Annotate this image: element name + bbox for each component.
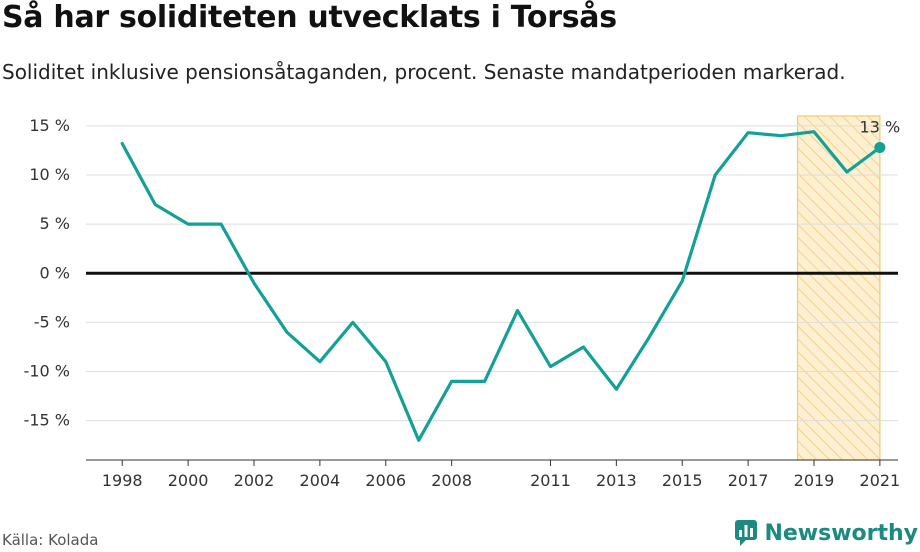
chart-subtitle: Soliditet inklusive pensionsåtaganden, p… bbox=[2, 60, 846, 84]
y-tick-label: -5 % bbox=[34, 312, 70, 331]
x-tick-label: 2002 bbox=[234, 471, 275, 490]
newsworthy-logo: Newsworthy bbox=[734, 518, 918, 548]
series-line bbox=[120, 130, 882, 442]
x-tick-label: 2006 bbox=[365, 471, 406, 490]
x-tick-label: 2008 bbox=[431, 471, 472, 490]
y-tick-label: -10 % bbox=[24, 362, 70, 381]
y-tick-label: 15 % bbox=[29, 116, 70, 135]
highlight-period bbox=[796, 115, 881, 461]
brand-name: Newsworthy bbox=[764, 520, 918, 546]
x-tick-label: 2021 bbox=[860, 471, 901, 490]
y-tick-label: -15 % bbox=[24, 411, 70, 430]
x-tick-label: 1998 bbox=[102, 471, 143, 490]
x-tick-label: 2013 bbox=[596, 471, 637, 490]
y-tick-label: 5 % bbox=[40, 214, 70, 233]
source-note: Källa: Kolada bbox=[2, 531, 99, 549]
end-value-label: 13 % bbox=[860, 117, 901, 136]
chart-title: Så har soliditeten utvecklats i Torsås bbox=[2, 0, 617, 35]
newsworthy-icon bbox=[735, 520, 758, 546]
x-tick-label: 2015 bbox=[662, 471, 703, 490]
x-tick-label: 2011 bbox=[530, 471, 571, 490]
x-tick-label: 2004 bbox=[300, 471, 341, 490]
x-tick-label: 2000 bbox=[168, 471, 209, 490]
end-point bbox=[874, 141, 886, 153]
x-tick-label: 2019 bbox=[794, 471, 835, 490]
y-tick-label: 10 % bbox=[29, 165, 70, 184]
y-tick-label: 0 % bbox=[40, 263, 70, 282]
x-tick-label: 2017 bbox=[728, 471, 769, 490]
